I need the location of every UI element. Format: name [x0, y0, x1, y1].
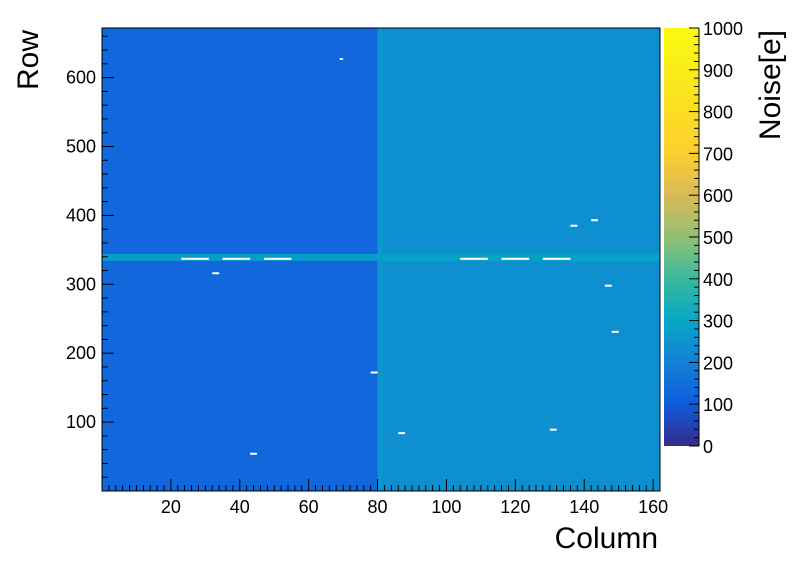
- colorbar-tick-label: 200: [703, 353, 733, 373]
- white-pixel-16: [250, 452, 257, 455]
- white-pixel-8: [212, 272, 220, 275]
- x-axis-title: Column: [555, 522, 658, 555]
- colorbar-tick-label: 900: [703, 61, 733, 81]
- x-tick-label: 140: [569, 497, 599, 517]
- colorbar-tick-label: 1000: [703, 19, 743, 39]
- white-pixel-7: [542, 257, 571, 260]
- colorbar-tick-label: 700: [703, 144, 733, 164]
- white-pixel-10: [591, 219, 598, 222]
- white-pixel-6: [501, 257, 530, 260]
- colorbar-tick-label: 400: [703, 270, 733, 290]
- white-pixel-14: [398, 432, 406, 435]
- x-tick-label: 40: [230, 497, 250, 517]
- colorbar-tick-label: 300: [703, 312, 733, 332]
- white-pixel-12: [611, 330, 619, 333]
- colorbar-tick-label: 0: [703, 437, 713, 457]
- white-pixel-15: [549, 428, 557, 431]
- x-tick-label: 120: [500, 497, 530, 517]
- x-tick-label: 20: [161, 497, 181, 517]
- x-tick-label: 80: [368, 497, 388, 517]
- y-tick-label: 400: [66, 205, 96, 225]
- colorbar-tick-label: 100: [703, 395, 733, 415]
- colorbar-axis: 0 100 200 300 400 500 600 700 800 900 1000: [689, 19, 743, 457]
- colorbar-tick-label: 600: [703, 186, 733, 206]
- colorbar-tick-label: 800: [703, 103, 733, 123]
- white-pixel-1: [339, 58, 344, 61]
- y-axis-title: Row: [12, 30, 45, 90]
- white-pixel-11: [604, 284, 612, 287]
- y-axis: 100 200 300 400 500 600: [66, 35, 114, 478]
- white-pixel-9: [570, 224, 578, 227]
- x-tick-label: 100: [431, 497, 461, 517]
- white-pixel-2: [181, 257, 209, 260]
- y-tick-label: 100: [66, 412, 96, 432]
- plot-frame: [101, 27, 661, 492]
- hot-column-1: [377, 28, 383, 491]
- white-pixels: [181, 58, 619, 455]
- colorbar-tick-label: 500: [703, 228, 733, 248]
- y-tick-label: 300: [66, 274, 96, 294]
- white-pixel-13: [370, 371, 378, 374]
- hot-lines: [102, 28, 660, 491]
- x-axis: 20 40 60 80 100 120 140 160: [108, 479, 668, 517]
- y-tick-label: 600: [66, 68, 96, 88]
- x-tick-label: 160: [638, 497, 668, 517]
- x-tick-label: 60: [299, 497, 319, 517]
- colorbar-title: Noise[e]: [754, 30, 787, 140]
- y-tick-label: 500: [66, 137, 96, 157]
- white-pixel-4: [263, 257, 292, 260]
- white-pixel-5: [460, 257, 488, 260]
- white-pixel-3: [222, 257, 251, 260]
- y-tick-label: 200: [66, 343, 96, 363]
